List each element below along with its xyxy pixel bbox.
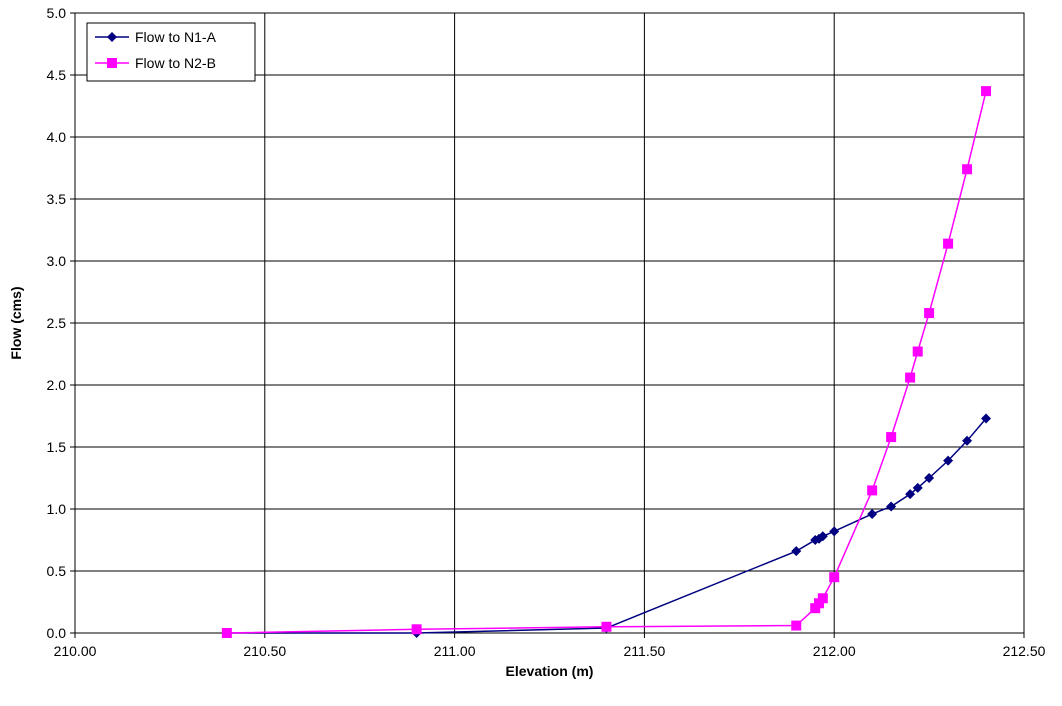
y-tick-label: 1.0 xyxy=(47,501,67,517)
data-point xyxy=(867,508,878,519)
x-tick-label: 211.50 xyxy=(624,643,666,659)
y-tick-label: 4.5 xyxy=(47,67,67,83)
legend-entry: Flow to N2-B xyxy=(95,55,216,71)
data-point xyxy=(962,435,973,446)
series-1 xyxy=(221,86,992,638)
data-point xyxy=(886,432,897,443)
data-point xyxy=(924,473,935,483)
legend-box xyxy=(86,22,256,82)
data-point xyxy=(829,526,840,537)
data-point xyxy=(981,413,992,424)
y-axis-title: Flow (cms) xyxy=(8,286,24,359)
x-tick-label: 211.00 xyxy=(434,643,476,659)
series-line xyxy=(226,90,987,634)
legend: Flow to N1-A Flow to N2-B xyxy=(86,22,256,82)
series-layer xyxy=(221,86,992,638)
data-point xyxy=(912,346,923,357)
series-line xyxy=(226,417,987,634)
x-tick-label: 212.50 xyxy=(1003,643,1046,659)
data-point xyxy=(601,621,612,632)
gridlines xyxy=(74,12,1025,634)
y-tick-label: 0.0 xyxy=(47,625,67,641)
data-point xyxy=(943,238,954,249)
data-point xyxy=(912,482,923,493)
data-point xyxy=(817,593,828,604)
data-point xyxy=(411,624,422,635)
y-tick-label: 2.0 xyxy=(47,377,67,393)
data-point xyxy=(791,546,802,557)
x-tick-label: 210.00 xyxy=(54,643,97,659)
legend-label: Flow to N2-B xyxy=(135,55,216,71)
data-point xyxy=(221,628,232,638)
data-point xyxy=(791,620,802,631)
y-tick-label: 5.0 xyxy=(47,5,67,21)
legend-swatch-marker xyxy=(107,32,117,42)
data-point xyxy=(817,531,828,542)
data-point xyxy=(981,86,992,97)
data-point xyxy=(924,308,935,319)
data-point xyxy=(829,572,840,583)
y-tick-label: 1.5 xyxy=(47,439,67,455)
data-point xyxy=(886,501,897,512)
data-point xyxy=(943,455,954,466)
tick-labels: 0.0 0.5 1.0 1.5 2.0 2.5 3.0 3.5 4.0 4.5 5.0 210.00 2… xyxy=(47,5,1046,659)
legend-entry: Flow to N1-A xyxy=(95,29,217,45)
x-tick-label: 210.50 xyxy=(243,643,286,659)
x-tick-label: 212.00 xyxy=(813,643,856,659)
y-tick-label: 3.0 xyxy=(47,253,67,269)
x-axis-title: Elevation (m) xyxy=(506,663,594,679)
legend-label: Flow to N1-A xyxy=(135,29,217,45)
y-tick-label: 3.5 xyxy=(47,191,67,207)
y-tick-label: 4.0 xyxy=(47,129,67,145)
data-point xyxy=(867,485,878,496)
data-point xyxy=(905,372,916,383)
data-point xyxy=(962,164,973,175)
y-tick-label: 0.5 xyxy=(47,563,67,579)
data-point xyxy=(905,489,916,500)
legend-swatch-marker xyxy=(107,58,117,68)
y-tick-label: 2.5 xyxy=(47,315,67,331)
